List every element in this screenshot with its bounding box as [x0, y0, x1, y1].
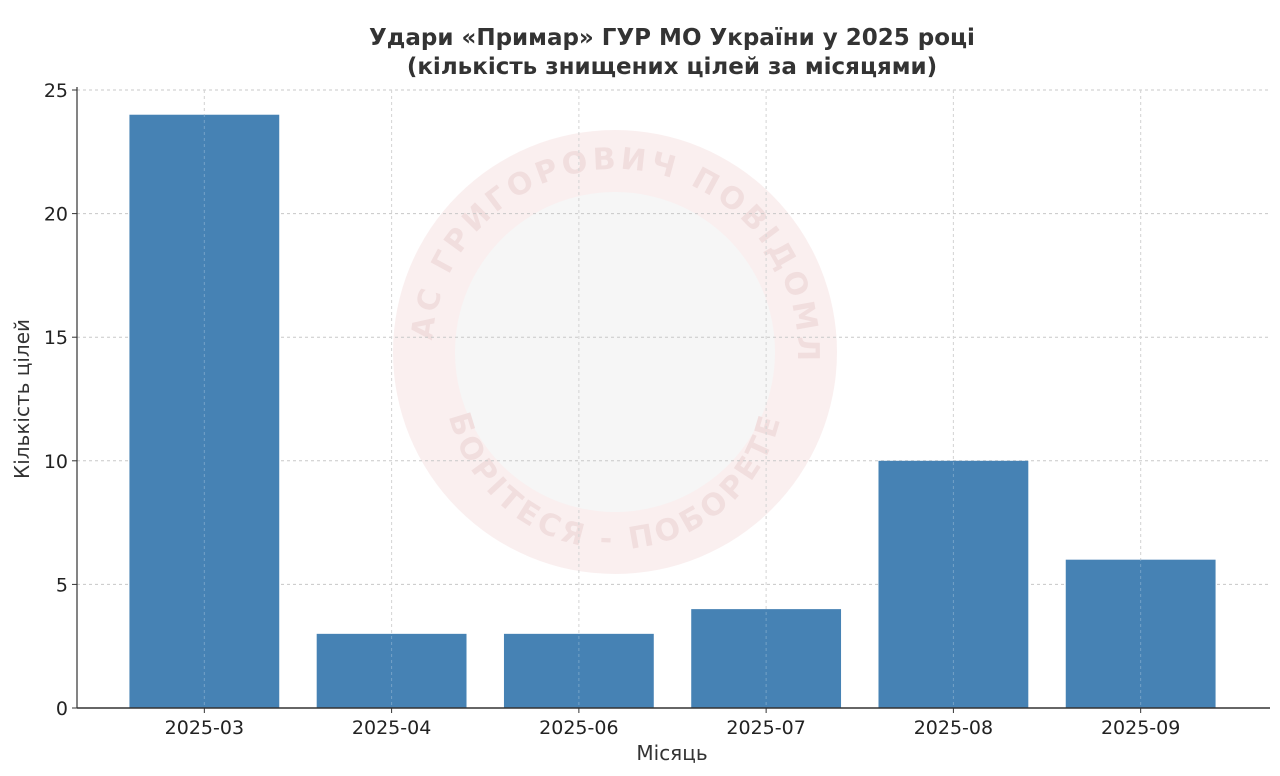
bar-2025-06 [503, 633, 654, 708]
bar-2025-04 [316, 633, 467, 708]
x-tick-label: 2025-06 [539, 717, 618, 739]
bars [129, 90, 1216, 709]
y-tick-label: 10 [44, 451, 68, 473]
y-tick-label: 0 [56, 698, 68, 720]
y-axis-label: Кількість цілей [10, 319, 34, 479]
y-tick-label: 15 [44, 327, 68, 349]
y-tick-label: 25 [44, 80, 68, 102]
chart-subtitle: (кількість знищених цілей за місяцями) [407, 54, 937, 80]
axes: 0 5 10 15 20 25 2025-03 2025-04 2025-06 2025-07 20… [44, 80, 1270, 739]
x-axis-label: Місяць [636, 741, 707, 765]
y-tick-label: 20 [44, 204, 68, 226]
chart-title: Удари «Примар» ГУР МО України у 2025 роц… [369, 25, 975, 51]
x-tick-label: 2025-09 [1101, 717, 1180, 739]
bar-2025-03 [129, 114, 280, 709]
x-tick-label: 2025-04 [352, 717, 431, 739]
watermark-seal: ТАРАС ГРИГОРОВИЧ ПОВІДОМЛЯЄ БОРІТЕСЯ - П… [0, 0, 837, 574]
x-tick-label: 2025-08 [914, 717, 993, 739]
bar-2025-09 [1065, 559, 1216, 708]
x-tick-label: 2025-07 [726, 717, 805, 739]
x-tick-label: 2025-03 [165, 717, 244, 739]
y-tick-label: 5 [56, 574, 68, 596]
bar-2025-08 [878, 460, 1029, 708]
bar-2025-07 [691, 609, 842, 708]
